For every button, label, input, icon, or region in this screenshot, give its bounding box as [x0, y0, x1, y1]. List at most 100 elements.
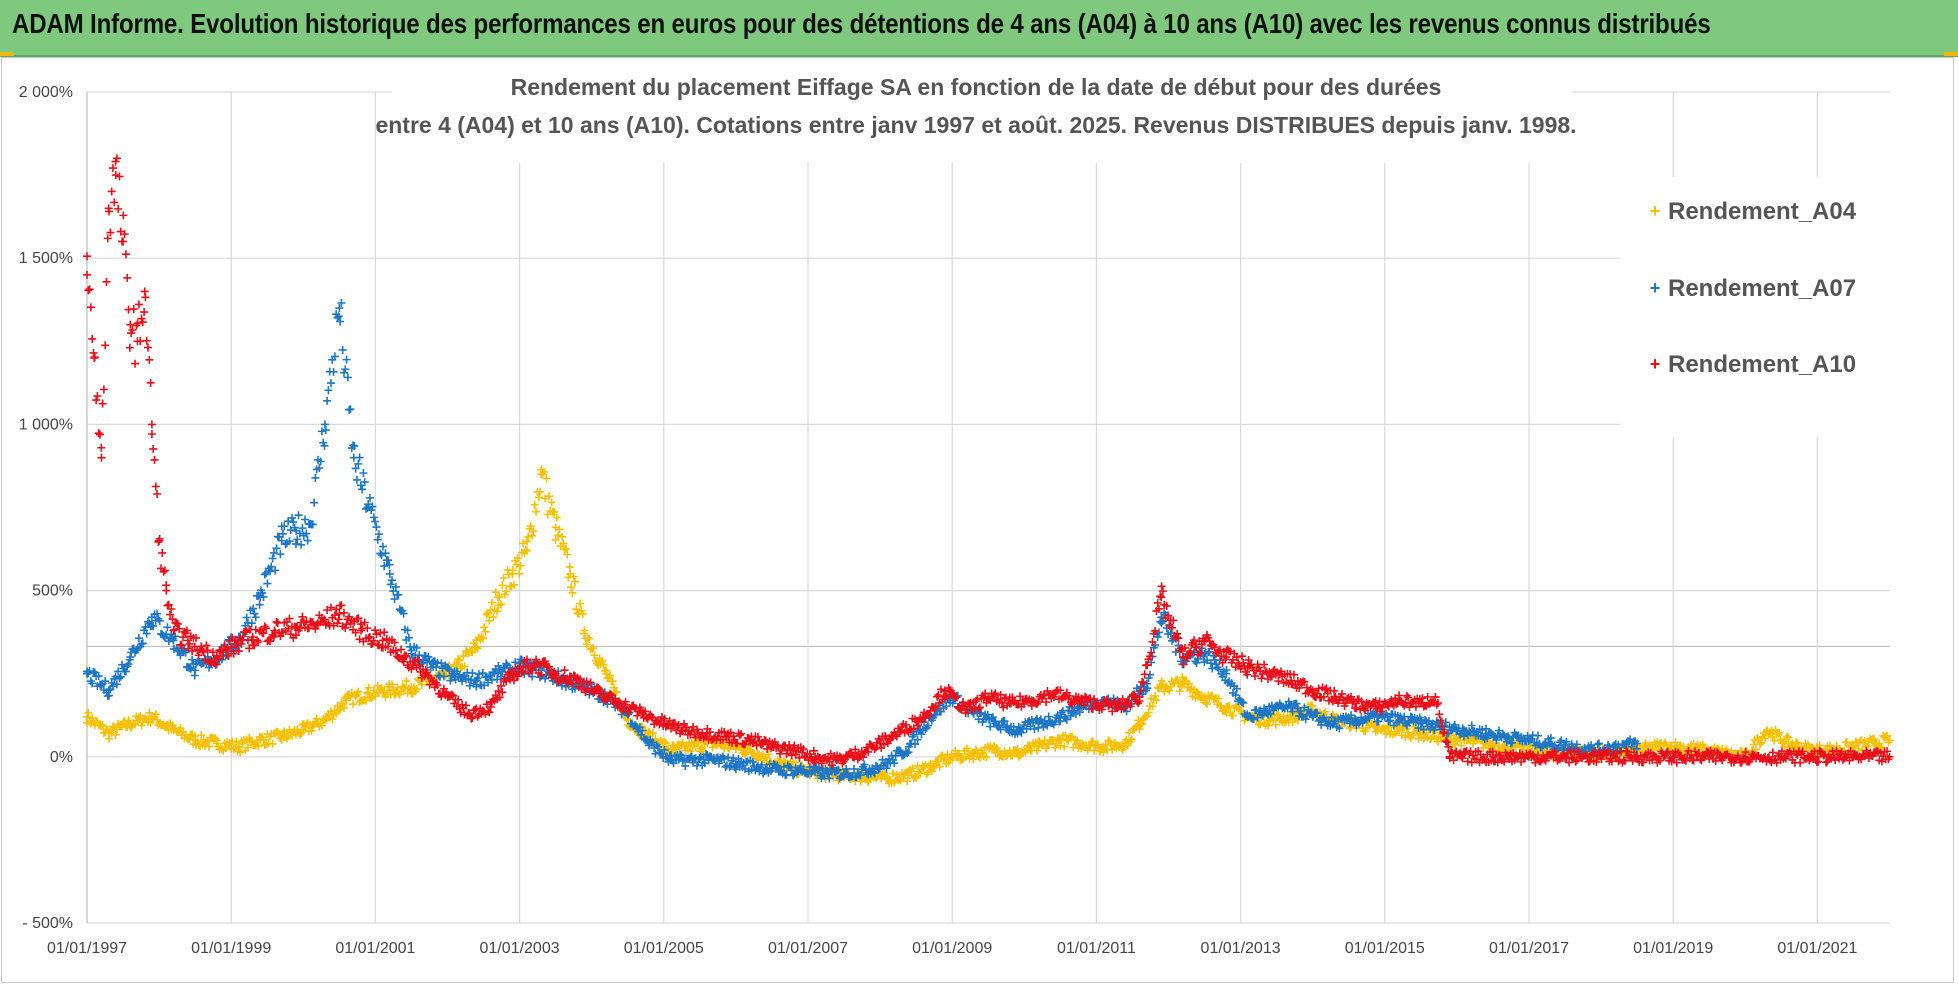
data-point: [389, 587, 398, 596]
data-point: [1495, 726, 1504, 735]
data-point: [1565, 758, 1574, 767]
data-point: [461, 701, 470, 710]
data-point: [1151, 626, 1160, 635]
data-point: [565, 563, 574, 572]
data-point: [567, 583, 576, 592]
data-point: [772, 762, 781, 771]
data-point: [125, 655, 134, 664]
data-point: [341, 365, 350, 374]
data-point: [1044, 740, 1053, 749]
data-point: [1222, 665, 1231, 674]
x-tick-label: 01/01/1999: [191, 940, 271, 957]
data-point: [468, 669, 477, 678]
data-point: [729, 732, 738, 741]
data-point: [508, 566, 517, 575]
data-point: [1203, 699, 1211, 708]
data-point: [460, 662, 469, 671]
data-point: [446, 676, 455, 685]
data-point: [378, 636, 387, 645]
data-point: [1414, 724, 1423, 733]
data-point: [365, 633, 374, 642]
data-point: [97, 443, 106, 452]
legend-label-a07: Rendement_A07: [1668, 275, 1856, 302]
data-point: [97, 680, 106, 689]
data-point: [1690, 747, 1699, 756]
data-point: [291, 539, 300, 548]
data-point: [385, 560, 394, 569]
data-point: [247, 619, 256, 628]
data-point: [1145, 652, 1154, 661]
data-point: [241, 628, 250, 637]
chart-title-line2: entre 4 (A04) et 10 ans (A10). Cotations…: [375, 112, 1576, 138]
data-point: [145, 355, 154, 364]
data-point: [433, 681, 442, 690]
data-point: [1000, 717, 1009, 726]
x-tick-label: 01/01/2021: [1777, 940, 1857, 957]
data-point: [1757, 738, 1766, 747]
data-point: [371, 517, 380, 526]
data-point: [563, 550, 572, 559]
data-point: [197, 642, 206, 651]
data-point: [1274, 677, 1283, 686]
data-point: [1366, 702, 1375, 711]
data-point: [129, 305, 138, 314]
data-point: [534, 493, 543, 502]
data-point: [912, 773, 921, 782]
data-point: [290, 523, 299, 532]
data-point: [1592, 757, 1601, 766]
data-point: [1243, 670, 1252, 679]
data-point: [1088, 737, 1097, 746]
data-point: [376, 628, 385, 637]
data-point: [320, 441, 329, 450]
data-point: [608, 677, 617, 686]
data-point: [1253, 713, 1262, 722]
data-point: [1135, 725, 1144, 734]
x-tick-label: 01/01/2013: [1201, 940, 1281, 957]
data-point: [582, 677, 591, 686]
data-point: [149, 444, 158, 453]
data-point: [255, 600, 264, 609]
data-point: [1156, 592, 1165, 601]
x-tick-label: 01/01/2015: [1345, 940, 1425, 957]
data-point: [468, 713, 477, 722]
data-point: [454, 695, 463, 704]
data-point: [550, 667, 559, 676]
data-point: [194, 651, 203, 660]
data-point: [1254, 663, 1263, 672]
data-point: [186, 664, 195, 673]
data-point: [1308, 687, 1317, 696]
data-point: [1505, 734, 1514, 743]
data-point: [648, 729, 657, 738]
data-point: [1421, 715, 1430, 724]
banner-title: ADAM Informe. Evolution historique des p…: [12, 8, 1711, 39]
legend-label-a10: Rendement_A10: [1668, 351, 1856, 378]
data-point: [611, 694, 620, 703]
data-point: [83, 252, 91, 261]
data-point: [1295, 683, 1304, 692]
data-point: [276, 550, 285, 559]
data-point: [895, 746, 904, 755]
data-point: [764, 750, 773, 759]
data-layer: [83, 154, 1894, 788]
data-point: [356, 620, 365, 629]
data-point: [602, 666, 611, 675]
data-point: [153, 490, 162, 499]
data-point: [1410, 722, 1419, 731]
data-point: [1774, 730, 1783, 739]
data-point: [125, 343, 134, 352]
data-point: [551, 535, 560, 544]
chart: 2 000% 1 500% 1 000% 500% 0% - 500% 01/01/1997…: [19, 63, 1910, 957]
data-point: [92, 716, 101, 725]
data-point: [267, 562, 276, 571]
grid-layer: [86, 91, 1890, 924]
data-point: [1884, 755, 1893, 764]
data-point: [1286, 712, 1295, 721]
data-point: [164, 600, 173, 609]
data-point: [262, 569, 271, 578]
data-point: [757, 760, 766, 769]
data-point: [179, 633, 188, 642]
data-point: [1724, 752, 1733, 761]
data-point: [490, 668, 499, 677]
data-point: [542, 474, 551, 483]
data-point: [699, 755, 708, 764]
